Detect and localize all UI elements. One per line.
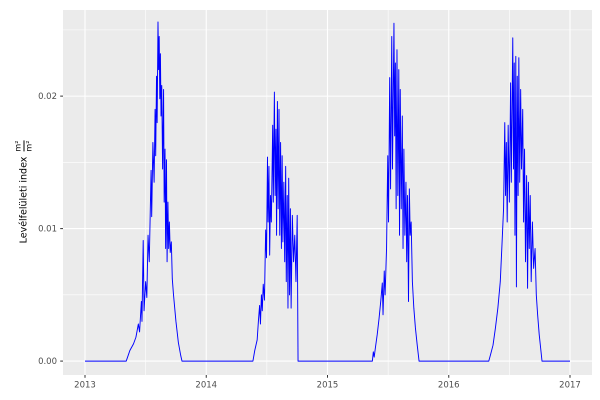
unit-numerator: m² [13,140,23,152]
series-line [85,21,570,362]
x-axis-tick-label: 2015 [317,381,339,391]
x-axis-tick-label: 2017 [559,381,581,391]
x-axis-tick-label: 2016 [438,381,460,391]
y-axis-title: Levélfelületi index m² m² [13,140,34,244]
unit-denominator: m² [24,140,34,152]
x-axis-tick-label: 2013 [74,381,96,391]
y-axis-tick-label: 0.01 [38,225,57,235]
x-axis-tick-label: 2014 [195,381,217,391]
y-axis-tick-label: 0.00 [38,357,57,367]
y-axis-unit-fraction: m² m² [13,140,34,152]
y-axis-tick-label: 0.02 [38,92,57,102]
y-axis-title-text: Levélfelületi index [18,156,30,244]
